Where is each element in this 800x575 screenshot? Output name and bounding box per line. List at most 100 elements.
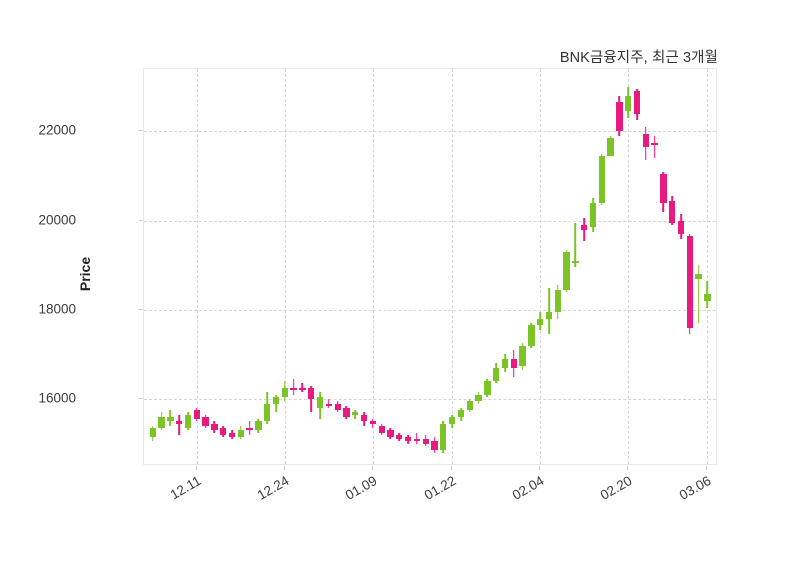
candlestick (334, 69, 341, 466)
y-axis-label: Price (77, 256, 94, 292)
candlestick (695, 69, 702, 466)
gridline-vertical (452, 69, 454, 464)
candle-wick (328, 399, 330, 408)
candlestick (704, 69, 711, 466)
x-axis-tick-mark (451, 466, 453, 470)
candlestick (325, 69, 333, 466)
candle-body (246, 428, 253, 431)
candlestick (176, 69, 183, 466)
candle-body (422, 439, 429, 444)
candle-body (255, 421, 262, 431)
candle-body (202, 416, 209, 426)
candlestick (158, 69, 165, 466)
candlestick (281, 69, 289, 466)
candle-body (396, 434, 403, 440)
candlestick (343, 69, 350, 466)
candle-body (545, 312, 553, 319)
candle-body (360, 414, 368, 422)
candle-body (448, 416, 456, 424)
candle-body (598, 155, 605, 203)
candle-wick (372, 419, 374, 429)
candle-body (642, 133, 649, 148)
candle-body (325, 403, 333, 406)
candlestick (440, 69, 447, 466)
candle-body (704, 294, 711, 301)
candlestick (360, 69, 368, 466)
candle-wick (301, 383, 304, 393)
candlestick (633, 69, 641, 466)
candle-wick (697, 265, 700, 324)
gridline-horizontal (144, 309, 716, 311)
candlestick (536, 69, 544, 466)
candlestick (475, 69, 482, 466)
candle-body (387, 430, 394, 437)
candle-body (466, 401, 473, 411)
x-axis-tick-mark (371, 466, 373, 470)
candlestick (378, 69, 385, 466)
candlestick (316, 69, 324, 466)
candlestick (422, 69, 429, 466)
candle-body (536, 318, 544, 326)
candlestick (607, 69, 614, 466)
x-axis-tick-label: 01.09 (342, 473, 380, 503)
gridline-vertical (284, 69, 286, 464)
gridline-horizontal (144, 131, 716, 133)
candle-body (431, 441, 438, 451)
candlestick (246, 69, 253, 466)
candlestick (563, 69, 570, 466)
candle-body (475, 394, 482, 402)
candle-wick (310, 385, 313, 413)
candlestick (290, 69, 297, 466)
candlestick (466, 69, 473, 466)
candlestick (211, 69, 218, 466)
candle-wick (416, 432, 418, 444)
x-axis-tick-label: 01.22 (421, 473, 459, 503)
candle-body (572, 260, 579, 264)
candlestick (686, 69, 693, 466)
candle-body (686, 236, 693, 328)
candlestick (299, 69, 306, 466)
x-axis-tick-label: 12.11 (167, 473, 204, 503)
candle-body (237, 430, 244, 437)
candlestick (519, 69, 526, 466)
x-axis-tick-label: 12.24 (254, 473, 292, 503)
candlestick (220, 69, 227, 466)
candlestick (528, 69, 535, 466)
candle-wick (583, 218, 585, 241)
candle-wick (653, 135, 656, 159)
candlestick (642, 69, 649, 466)
candle-body (281, 387, 289, 397)
candle-body (677, 220, 685, 235)
candlestick (396, 69, 403, 466)
gridline-vertical (707, 69, 709, 464)
x-axis-tick-mark (283, 466, 285, 470)
y-axis-tick-label: 18000 (38, 301, 76, 317)
candle-body (158, 416, 165, 429)
candlestick (510, 69, 517, 466)
candle-body (563, 251, 570, 290)
y-axis-tick-label: 20000 (38, 212, 76, 228)
candlestick (167, 69, 174, 466)
candlestick (677, 69, 685, 466)
y-axis-tick-mark (139, 130, 143, 132)
candlestick (572, 69, 579, 466)
candle-body (272, 396, 280, 404)
candlestick (625, 69, 632, 466)
x-axis-tick-label: 02.20 (597, 473, 635, 503)
candle-body (290, 387, 297, 391)
candle-body (581, 225, 588, 230)
x-axis-tick-mark (706, 466, 708, 470)
chart-title: BNK금융지주, 최근 3개월 (559, 50, 718, 66)
candle-body (484, 381, 491, 395)
x-axis-tick-label: 03.06 (677, 473, 714, 503)
candle-body (149, 428, 156, 437)
candle-body (501, 358, 509, 368)
x-axis-tick-mark (539, 466, 541, 470)
candlestick (387, 69, 394, 466)
candlestick (581, 69, 588, 466)
candle-body (343, 408, 350, 417)
candle-body (519, 345, 526, 366)
candlestick (413, 69, 421, 466)
x-axis-tick-mark (627, 466, 629, 470)
